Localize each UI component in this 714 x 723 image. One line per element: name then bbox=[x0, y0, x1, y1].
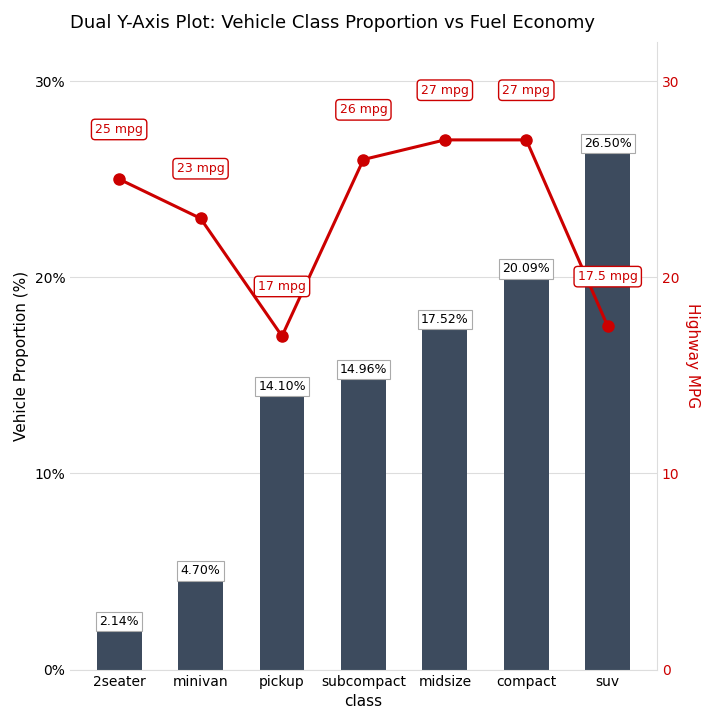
Bar bbox=[178, 578, 223, 669]
Bar bbox=[504, 275, 548, 669]
Text: 25 mpg: 25 mpg bbox=[95, 123, 143, 136]
Text: Dual Y-Axis Plot: Vehicle Class Proportion vs Fuel Economy: Dual Y-Axis Plot: Vehicle Class Proporti… bbox=[70, 14, 595, 32]
Bar bbox=[341, 376, 386, 669]
Text: 17.52%: 17.52% bbox=[421, 313, 468, 326]
Text: 14.10%: 14.10% bbox=[258, 380, 306, 393]
Text: 17.5 mpg: 17.5 mpg bbox=[578, 270, 638, 283]
Text: 23 mpg: 23 mpg bbox=[176, 162, 224, 175]
Text: 26 mpg: 26 mpg bbox=[340, 103, 387, 116]
Text: 4.70%: 4.70% bbox=[181, 565, 221, 578]
Y-axis label: Vehicle Proportion (%): Vehicle Proportion (%) bbox=[14, 270, 29, 441]
Text: 14.96%: 14.96% bbox=[340, 363, 387, 376]
X-axis label: class: class bbox=[344, 694, 383, 709]
Bar bbox=[260, 393, 304, 669]
Bar bbox=[96, 628, 141, 669]
Text: 26.50%: 26.50% bbox=[584, 137, 632, 150]
Text: 27 mpg: 27 mpg bbox=[503, 84, 550, 97]
Bar bbox=[423, 326, 467, 669]
Y-axis label: Highway MPG: Highway MPG bbox=[685, 303, 700, 408]
Text: 27 mpg: 27 mpg bbox=[421, 84, 469, 97]
Text: 2.14%: 2.14% bbox=[99, 615, 139, 628]
Text: 17 mpg: 17 mpg bbox=[258, 280, 306, 293]
Bar bbox=[585, 150, 630, 669]
Text: 20.09%: 20.09% bbox=[503, 262, 550, 275]
